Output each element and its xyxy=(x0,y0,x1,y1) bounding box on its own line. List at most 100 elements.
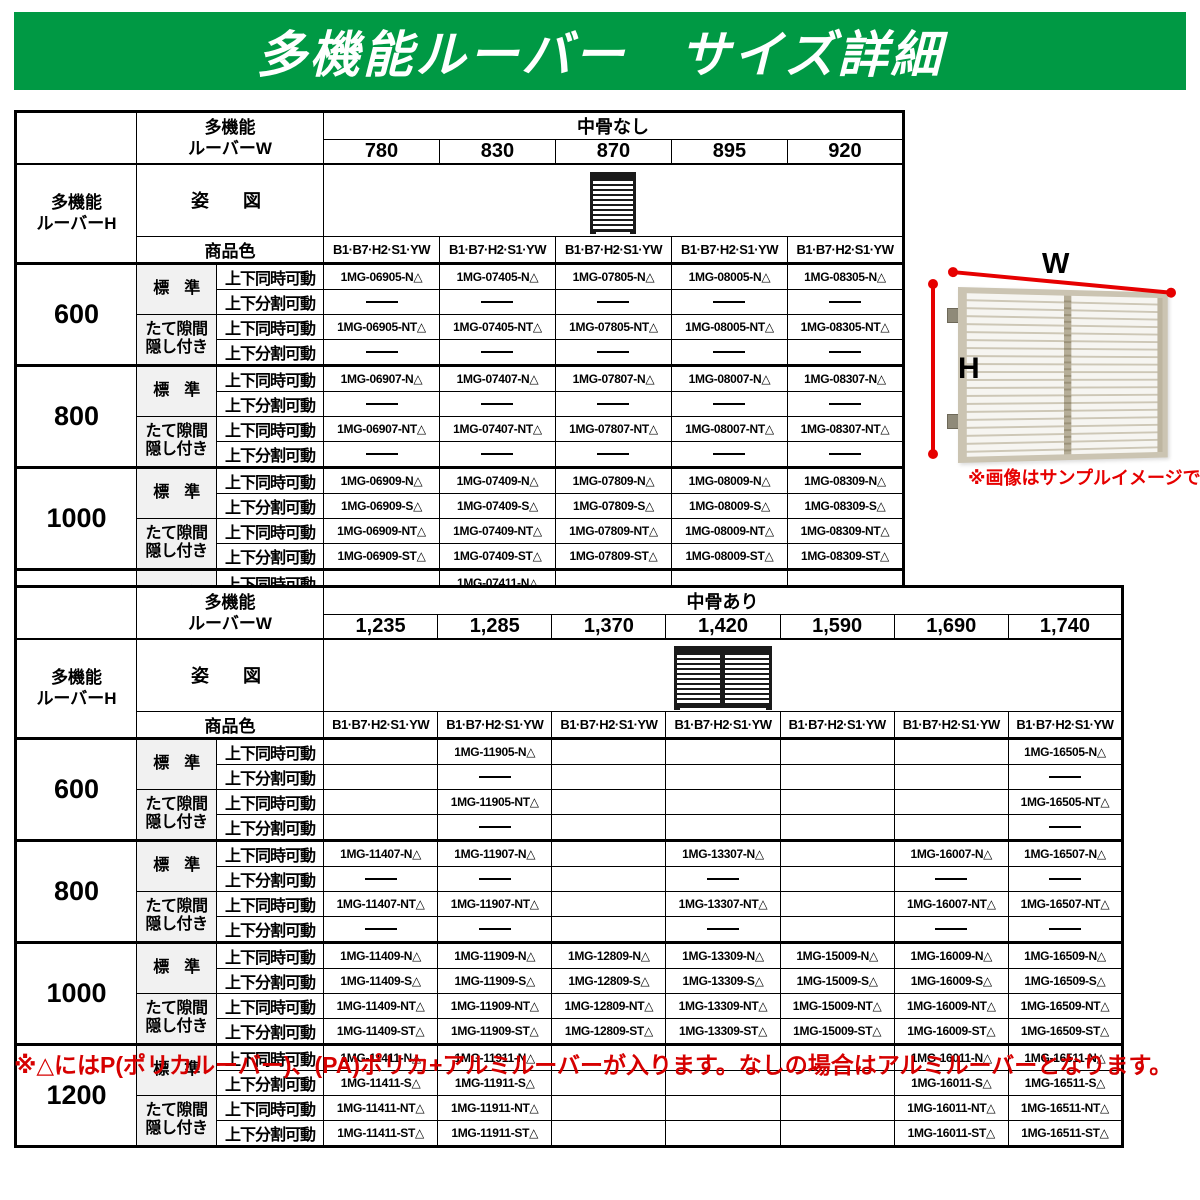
product-code-cell: 1MG-08007-NT△ xyxy=(670,415,788,442)
product-code-cell xyxy=(1007,813,1124,841)
product-code-cell xyxy=(779,736,895,765)
product-code-cell: 1MG-11911-ST△ xyxy=(437,1119,553,1147)
product-code-cell: 1MG-11909-ST△ xyxy=(437,1017,553,1045)
product-code-cell: 1MG-16505-NT△ xyxy=(1007,788,1124,815)
product-code-cell: 1MG-08009-S△ xyxy=(670,492,788,519)
size-table-with-midrail: 多機能 ルーバーW 中骨あり 1,235 1,285 1,370 1,420 1,590 1,6… xyxy=(14,585,1124,1148)
product-code-cell: 1MG-12809-S△ xyxy=(551,967,667,994)
product-code-cell xyxy=(551,865,667,892)
not-available-dash xyxy=(478,826,511,829)
product-code-cell xyxy=(665,915,781,943)
louver-width-header: 多機能 ルーバーW xyxy=(135,586,325,640)
product-code-cell xyxy=(779,1094,895,1121)
product-code-cell: 1MG-15009-N△ xyxy=(779,940,895,969)
not-available-dash xyxy=(481,403,514,406)
product-code-cell xyxy=(779,1069,895,1096)
product-code-cell: 1MG-06907-N△ xyxy=(323,363,440,392)
movement-type-label: 上下分割可動 xyxy=(215,813,325,841)
width-value: 1,740 xyxy=(1007,614,1124,640)
movement-type-label: 上下同時可動 xyxy=(215,1094,325,1121)
product-code-cell: 1MG-08005-NT△ xyxy=(670,313,788,340)
product-code-cell xyxy=(665,865,781,892)
height-value: 1000 xyxy=(15,465,137,570)
product-code-cell xyxy=(779,813,895,841)
color-codes: B1·B7·H2·S1·YW xyxy=(1007,710,1124,740)
product-code-cell: 1MG-11409-S△ xyxy=(323,967,439,994)
movement-type-label: 上下分割可動 xyxy=(215,1069,325,1096)
section-label-standard: 標 準 xyxy=(136,261,217,315)
corner-cell xyxy=(15,586,137,640)
not-available-dash xyxy=(935,878,968,881)
product-code-cell xyxy=(551,838,667,867)
product-code-cell: 1MG-08007-N△ xyxy=(670,363,788,392)
width-value: 1,235 xyxy=(323,614,439,640)
product-code-cell: 1MG-16511-ST△ xyxy=(1007,1119,1124,1147)
product-code-cell: 1MG-16011-ST△ xyxy=(893,1119,1009,1147)
height-value: 600 xyxy=(15,736,137,841)
louver-figure-icon xyxy=(673,646,772,710)
product-code-cell xyxy=(779,1042,895,1071)
product-code-cell: 1MG-06905-NT△ xyxy=(323,313,440,340)
movement-type-label: 上下同時可動 xyxy=(215,890,325,917)
section-label-gap-hidden: たて隙間隠し付き xyxy=(136,788,217,841)
product-code-cell: 1MG-07809-S△ xyxy=(554,492,672,519)
movement-type-label: 上下同時可動 xyxy=(215,313,325,340)
product-code-cell xyxy=(779,838,895,867)
product-code-cell xyxy=(323,338,440,366)
product-code-cell xyxy=(786,390,905,417)
product-code-cell xyxy=(665,1119,781,1147)
product-code-cell xyxy=(323,288,440,315)
product-code-cell: 1MG-08305-NT△ xyxy=(786,313,905,340)
product-code-cell: 1MG-07805-NT△ xyxy=(554,313,672,340)
product-code-cell xyxy=(323,915,439,943)
not-available-dash xyxy=(478,776,511,779)
product-code-cell: 1MG-07805-N△ xyxy=(554,261,672,290)
movement-type-label: 上下分割可動 xyxy=(215,865,325,892)
product-code-cell xyxy=(551,788,667,815)
product-code-cell xyxy=(551,915,667,943)
product-code-cell: 1MG-16511-N△ xyxy=(1007,1042,1124,1071)
product-code-cell: 1MG-12809-N△ xyxy=(551,940,667,969)
product-code-cell: 1MG-11409-NT△ xyxy=(323,992,439,1019)
figure-midrail xyxy=(720,653,725,706)
louver-width-header: 多機能 ルーバーW xyxy=(135,111,325,165)
color-codes: B1·B7·H2·S1·YW xyxy=(665,710,781,740)
movement-type-label: 上下同時可動 xyxy=(215,940,325,969)
product-code-cell: 1MG-16509-N△ xyxy=(1007,940,1124,969)
product-code-cell: 1MG-11907-NT△ xyxy=(437,890,553,917)
not-available-dash xyxy=(365,453,398,456)
product-code-cell: 1MG-07409-N△ xyxy=(439,465,556,494)
section-label-gap-hidden: たて隙間隠し付き xyxy=(136,1094,217,1147)
product-code-cell: 1MG-06905-N△ xyxy=(323,261,440,290)
movement-type-label: 上下同時可動 xyxy=(215,1042,325,1071)
product-code-cell xyxy=(323,763,439,790)
width-value: 1,590 xyxy=(779,614,895,640)
width-value: 1,285 xyxy=(437,614,553,640)
width-value: 1,370 xyxy=(551,614,667,640)
product-code-cell xyxy=(893,813,1009,841)
product-code-cell: 1MG-11909-N△ xyxy=(437,940,553,969)
section-label-standard: 標 準 xyxy=(136,465,217,519)
section-label-gap-hidden: たて隙間隠し付き xyxy=(136,992,217,1045)
product-code-cell xyxy=(786,288,905,315)
not-available-dash xyxy=(935,928,968,931)
product-code-cell xyxy=(323,736,439,765)
product-code-cell: 1MG-08005-N△ xyxy=(670,261,788,290)
product-code-cell: 1MG-16009-ST△ xyxy=(893,1017,1009,1045)
product-code-cell xyxy=(786,440,905,468)
not-available-dash xyxy=(1048,878,1081,881)
product-code-cell: 1MG-16511-S△ xyxy=(1007,1069,1124,1096)
width-value: 830 xyxy=(439,139,556,165)
product-code-cell: 1MG-11907-N△ xyxy=(437,838,553,867)
title-banner: 多機能ルーバー サイズ詳細 xyxy=(14,12,1186,90)
color-row-label: 商品色 xyxy=(135,235,325,265)
product-code-cell: 1MG-08309-NT△ xyxy=(786,517,905,544)
movement-type-label: 上下同時可動 xyxy=(215,363,325,392)
section-label-gap-hidden: たて隙間隠し付き xyxy=(136,313,217,366)
movement-type-label: 上下同時可動 xyxy=(215,517,325,544)
product-code-cell: 1MG-16509-ST△ xyxy=(1007,1017,1124,1045)
figure-cell xyxy=(323,638,1123,712)
movement-type-label: 上下同時可動 xyxy=(215,838,325,867)
size-table: 多機能 ルーバーW 中骨なし 780 830 870 895 920 多機能 ルーバーH 姿 図商品… xyxy=(14,110,905,673)
product-code-cell xyxy=(437,865,553,892)
